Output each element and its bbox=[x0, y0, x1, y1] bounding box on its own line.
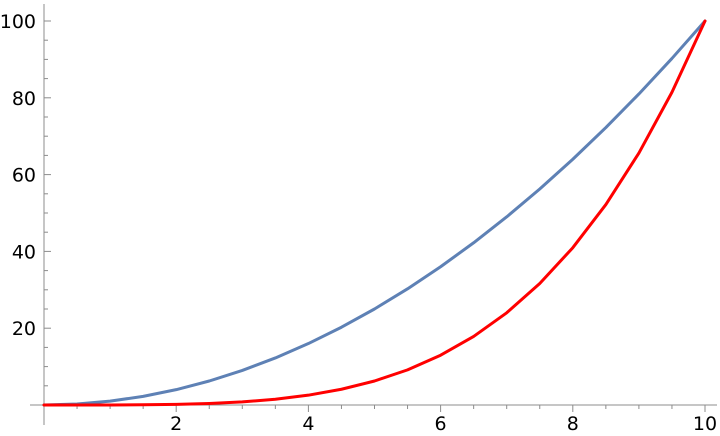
ticks bbox=[44, 20, 706, 412]
series-lines bbox=[42, 19, 707, 407]
x-tick-label: 2 bbox=[170, 413, 182, 435]
y-tick-label: 60 bbox=[12, 165, 36, 187]
y-tick-label: 80 bbox=[12, 88, 36, 110]
y-tick-label: 100 bbox=[0, 11, 36, 33]
x-tick-label: 10 bbox=[693, 413, 717, 435]
tick-labels: 2 4 6 8 10 20 40 60 80 100 bbox=[0, 11, 717, 435]
x-tick-label: 4 bbox=[302, 413, 314, 435]
x-tick-label: 6 bbox=[435, 413, 447, 435]
series-line-1 bbox=[42, 19, 707, 407]
series-line-2 bbox=[42, 19, 707, 407]
y-tick-label: 20 bbox=[12, 318, 36, 340]
y-tick-label: 40 bbox=[12, 241, 36, 263]
x-tick-label: 8 bbox=[567, 413, 579, 435]
